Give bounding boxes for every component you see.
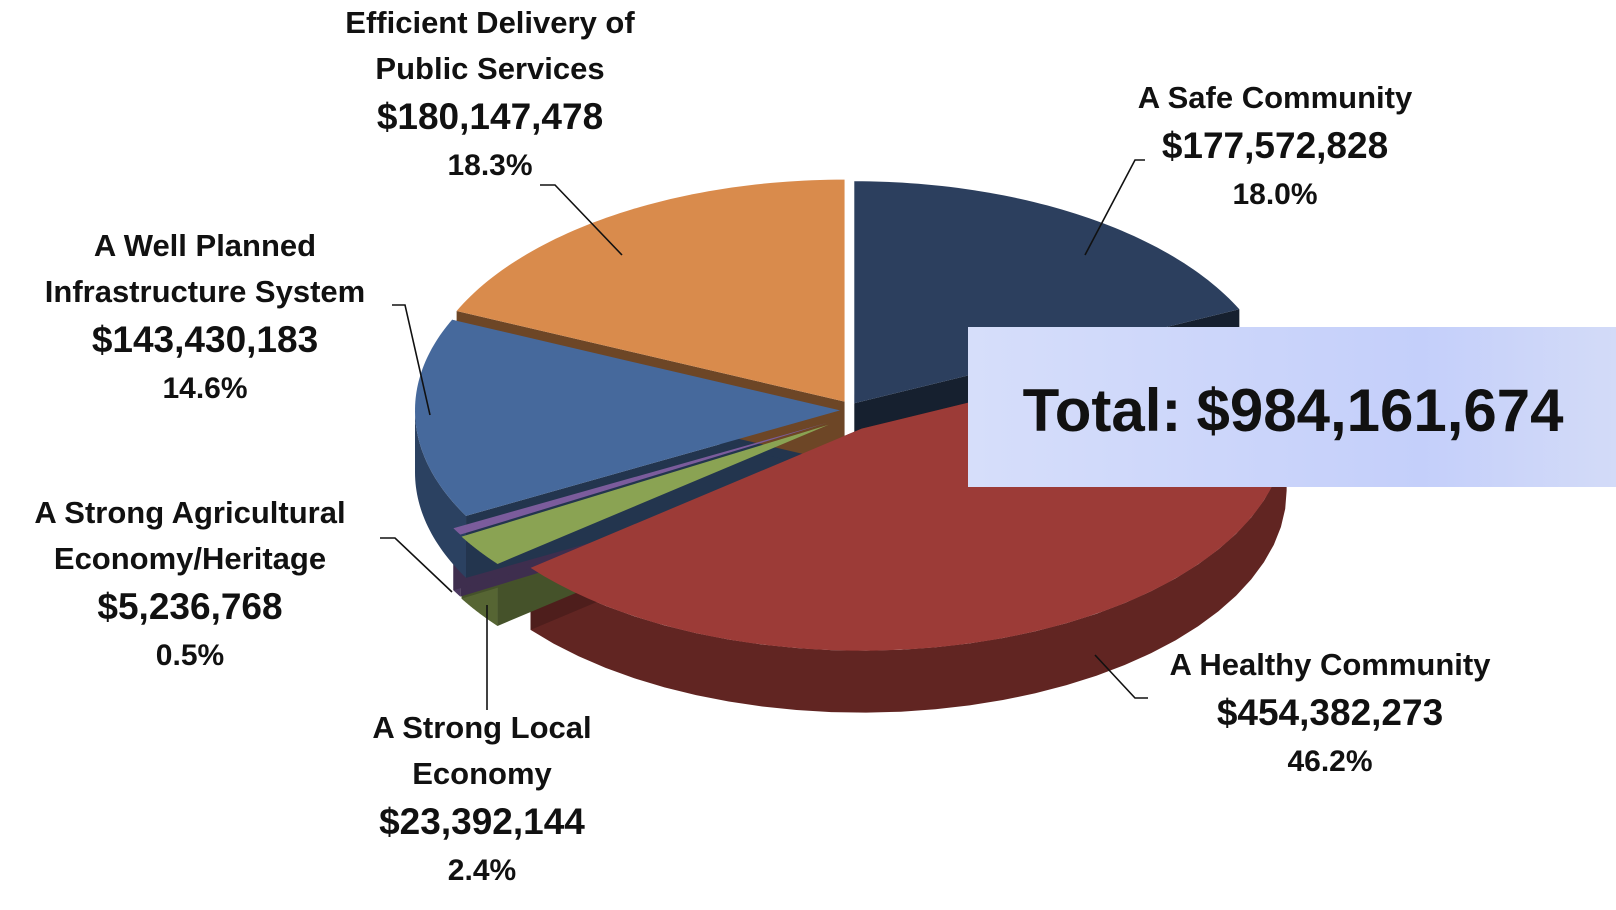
leader-line	[380, 537, 453, 593]
category-label: A Healthy Community	[1170, 647, 1492, 682]
category-label: A Well Planned	[94, 228, 316, 263]
leader-line	[1084, 159, 1145, 256]
slice	[461, 424, 829, 564]
slice	[453, 422, 828, 535]
value-label: $454,382,273	[1217, 692, 1443, 733]
percent-label: 0.5%	[156, 639, 224, 672]
total-label: Total:	[1023, 377, 1182, 444]
leader-line	[1094, 654, 1148, 699]
slice	[854, 181, 1240, 404]
percent-label: 18.3%	[447, 149, 532, 182]
category-label: Infrastructure System	[45, 274, 365, 309]
category-label: Efficient Delivery of	[345, 5, 635, 40]
leader-line	[540, 184, 623, 256]
value-label: $5,236,768	[97, 586, 282, 627]
value-label: $23,392,144	[379, 801, 585, 842]
percent-label: 2.4%	[448, 854, 516, 887]
value-label: $180,147,478	[377, 96, 603, 137]
slice	[456, 179, 845, 402]
category-label: A Strong Agricultural	[34, 495, 345, 530]
value-label: $143,430,183	[92, 319, 318, 360]
slice-side	[415, 410, 467, 578]
slice	[415, 319, 841, 516]
percent-label: 14.6%	[162, 372, 247, 405]
category-label: Economy/Heritage	[54, 541, 326, 576]
slice-side	[530, 428, 1287, 713]
percent-label: 46.2%	[1287, 745, 1372, 778]
category-label: Public Services	[375, 51, 604, 86]
total-value: $984,161,674	[1196, 377, 1564, 444]
value-label: $177,572,828	[1162, 125, 1388, 166]
category-label: A Safe Community	[1138, 80, 1413, 115]
total-box	[968, 327, 1616, 487]
category-label: Economy	[412, 756, 552, 791]
category-label: A Strong Local	[372, 710, 591, 745]
leader-line	[392, 304, 431, 416]
labels: A Safe Community $177,572,828 18.0% A Healt…	[34, 5, 1491, 887]
percent-label: 18.0%	[1232, 178, 1317, 211]
